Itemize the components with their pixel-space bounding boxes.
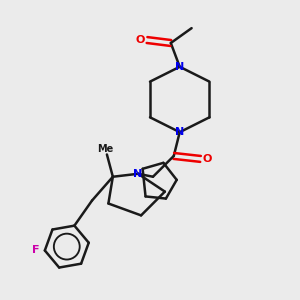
Text: O: O — [136, 35, 145, 45]
Text: N: N — [175, 127, 184, 137]
Text: Me: Me — [97, 144, 113, 154]
Text: N: N — [134, 169, 143, 179]
Text: O: O — [202, 154, 212, 164]
Text: F: F — [32, 245, 40, 256]
Text: N: N — [175, 62, 184, 72]
